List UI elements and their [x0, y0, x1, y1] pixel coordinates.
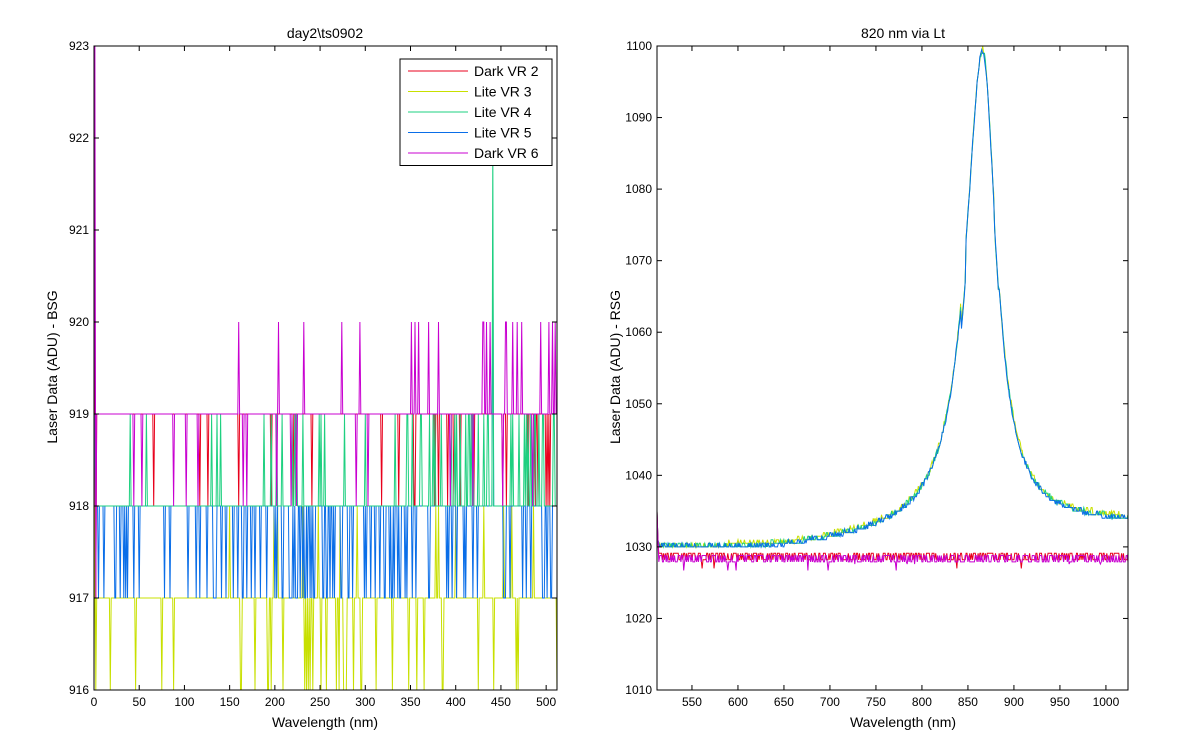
left-xlabel: Wavelength (nm) [272, 714, 378, 730]
right-xtick-label: 600 [728, 695, 748, 709]
right-ytick-label: 1090 [625, 111, 652, 125]
right-axes: 550 600 650 700 750 800 850 900 950 1000 1010 1020 1… [625, 39, 1129, 709]
left-series-group [94, 46, 557, 690]
right-ytick-label: 1070 [625, 254, 652, 268]
right-title: 820 nm via Lt [861, 25, 945, 41]
right-xtick-label: 950 [1050, 695, 1070, 709]
left-xtick-label: 0 [91, 695, 98, 709]
left-series-line-2 [94, 505, 557, 690]
left-series-line-5 [94, 46, 557, 599]
right-ytick-label: 1060 [625, 325, 652, 339]
left-xtick-label: 300 [355, 695, 375, 709]
right-xtick-label: 1000 [1093, 695, 1120, 709]
right-xtick-label: 650 [774, 695, 794, 709]
right-frame [656, 45, 1129, 691]
left-xtick-label: 100 [174, 695, 194, 709]
left-ytick-label: 920 [69, 315, 89, 329]
right-ytick-label: 1020 [625, 611, 652, 625]
right-series-line-4 [657, 511, 1128, 569]
left-xtick-label: 450 [491, 695, 511, 709]
right-background [657, 46, 1128, 690]
right-xtick-label: 900 [1004, 695, 1024, 709]
right-ylabel: Laser Data (ADU) - RSG [607, 290, 623, 444]
chart-left: day2\ts0902 Wavelength (nm) Laser Data (… [44, 25, 558, 730]
legend-label-5: Dark VR 6 [474, 145, 539, 161]
left-ytick-label: 916 [69, 683, 89, 697]
left-ytick-label: 917 [69, 591, 89, 605]
left-frame [93, 45, 558, 691]
right-ytick-label: 1100 [626, 39, 652, 53]
left-xtick-label: 400 [446, 695, 466, 709]
left-xtick-label: 200 [265, 695, 285, 709]
legend-label-4: Lite VR 5 [474, 125, 532, 141]
right-ytick-label: 1010 [625, 683, 652, 697]
right-series-line-5 [657, 511, 1128, 571]
right-xtick-label: 800 [912, 695, 932, 709]
left-axes: 0 50 100 150 200 250 300 350 400 450 500 916 917 918 9… [69, 39, 558, 709]
left-ylabel: Laser Data (ADU) - BSG [44, 290, 60, 443]
left-xtick-label: 500 [536, 695, 556, 709]
right-xtick-label: 550 [682, 695, 702, 709]
right-ytick-label: 1040 [625, 468, 652, 482]
right-xtick-label: 700 [820, 695, 840, 709]
right-ytick-label: 1050 [625, 397, 652, 411]
right-xtick-label: 850 [958, 695, 978, 709]
right-xlabel: Wavelength (nm) [850, 714, 956, 730]
right-xtick-label: 750 [866, 695, 886, 709]
right-series-group [657, 46, 1128, 571]
right-plot-area: 550 600 650 700 750 800 850 900 950 1000 1010 1020 1… [625, 39, 1129, 709]
left-xtick-label: 50 [133, 695, 147, 709]
left-title: day2\ts0902 [287, 25, 363, 41]
legend-label-3: Lite VR 4 [474, 104, 532, 120]
right-ytick-label: 1080 [625, 182, 652, 196]
right-ytick-label: 1030 [625, 540, 652, 554]
chart-right: 820 nm via Lt Wavelength (nm) Laser Data… [607, 25, 1129, 730]
left-ytick-label: 923 [69, 39, 89, 53]
left-xtick-label: 150 [220, 695, 240, 709]
left-legend: Dark VR 2 Lite VR 3 Lite VR 4 Lite VR 5 Dark… [399, 58, 553, 166]
left-ytick-label: 919 [69, 407, 89, 421]
right-series-line-3 [657, 47, 1128, 549]
left-ytick-label: 922 [69, 131, 89, 145]
legend-label-1: Dark VR 2 [474, 63, 539, 79]
legend-label-2: Lite VR 3 [474, 84, 532, 100]
left-ytick-label: 918 [69, 499, 89, 513]
left-series-line-3 [94, 137, 557, 507]
left-xtick-label: 250 [310, 695, 330, 709]
left-xtick-label: 350 [400, 695, 420, 709]
left-ytick-label: 921 [69, 223, 89, 237]
